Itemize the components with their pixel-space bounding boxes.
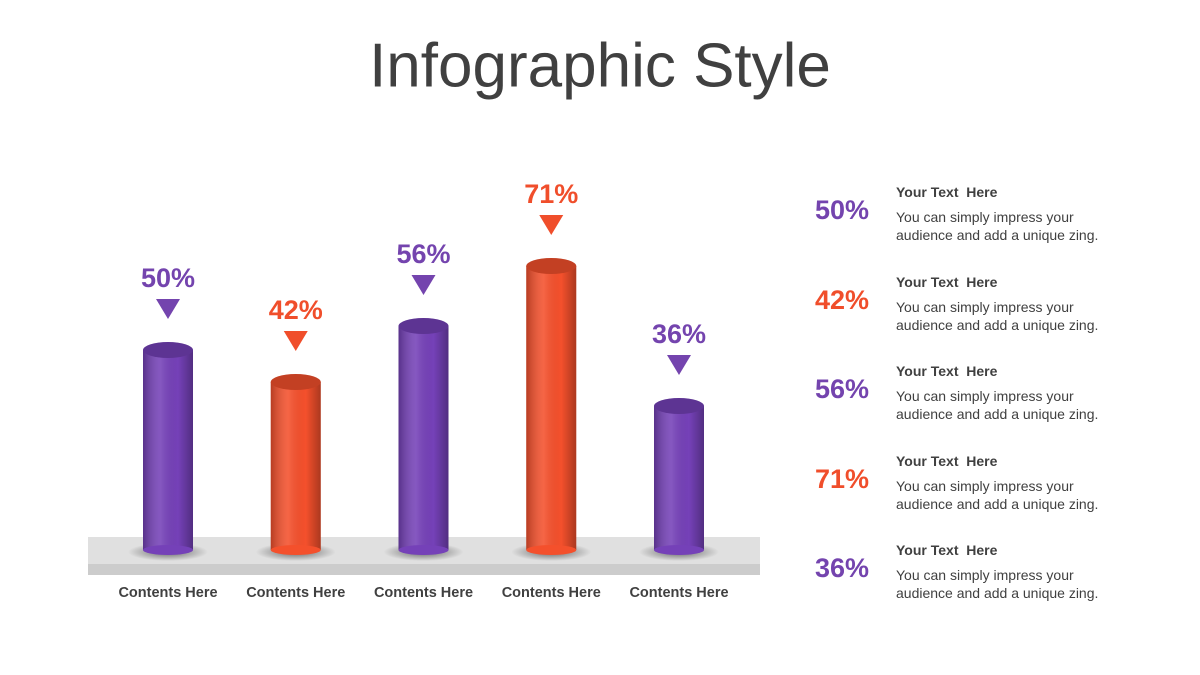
bar-shading <box>270 382 321 550</box>
side-heading: Your Text Here <box>896 363 998 379</box>
pointer <box>539 215 564 235</box>
bar-top <box>143 342 193 358</box>
x-tick-label: Contents Here <box>502 585 601 601</box>
bar-top <box>654 398 704 414</box>
bar-top <box>398 318 449 334</box>
value-label: 36% <box>652 319 706 349</box>
side-heading: Your Text Here <box>896 184 998 200</box>
bar-bottom <box>270 545 321 555</box>
pointer <box>411 275 436 295</box>
bar-top-shade <box>526 258 577 274</box>
side-value: 42% <box>814 284 870 315</box>
bar-top <box>270 374 321 390</box>
x-tick-label: Contents Here <box>629 585 728 601</box>
bar-top-shade <box>654 398 704 414</box>
x-tick-label: Contents Here <box>246 585 345 601</box>
side-text: You can simply impress your audience and… <box>896 567 1099 601</box>
side-text: You can simply impress your audience and… <box>896 388 1099 422</box>
bar-bottom <box>398 545 449 555</box>
bar-bottom <box>526 545 577 555</box>
value-label: 56% <box>396 239 450 269</box>
value-label: 50% <box>141 263 195 293</box>
value-label: 71% <box>524 179 578 209</box>
side-heading: Your Text Here <box>896 273 998 290</box>
value-label: 42% <box>269 295 323 325</box>
side-text: You can simply impress your audience and… <box>896 477 1099 512</box>
side-text: You can simply impress your audience and… <box>896 298 1099 333</box>
side-heading: Your Text Here <box>896 542 998 558</box>
bar-shading <box>654 406 704 550</box>
bar-top <box>526 258 577 274</box>
side-value: 36% <box>814 553 870 583</box>
bar-shading <box>143 350 193 550</box>
x-tick-label: Contents Here <box>118 585 217 601</box>
pointer <box>283 331 308 351</box>
bar-bottom <box>143 545 193 555</box>
pointer <box>156 299 180 319</box>
bar-top-shade <box>398 318 449 334</box>
side-text: You can simply impress your audience and… <box>896 209 1099 243</box>
bar-top-shade <box>143 342 193 358</box>
bar-bottom <box>654 545 704 555</box>
chart-title: Infographic Style <box>369 31 831 100</box>
side-heading: Your Text Here <box>896 452 998 469</box>
platform-edge <box>88 564 760 575</box>
pointer <box>667 355 691 375</box>
side-value: 50% <box>814 195 870 225</box>
side-value: 56% <box>814 374 870 404</box>
bar-shading <box>526 266 577 550</box>
bar-top-shade <box>270 374 321 390</box>
x-tick-label: Contents Here <box>374 585 473 601</box>
side-value: 71% <box>814 463 870 494</box>
bar-shading <box>398 326 449 550</box>
